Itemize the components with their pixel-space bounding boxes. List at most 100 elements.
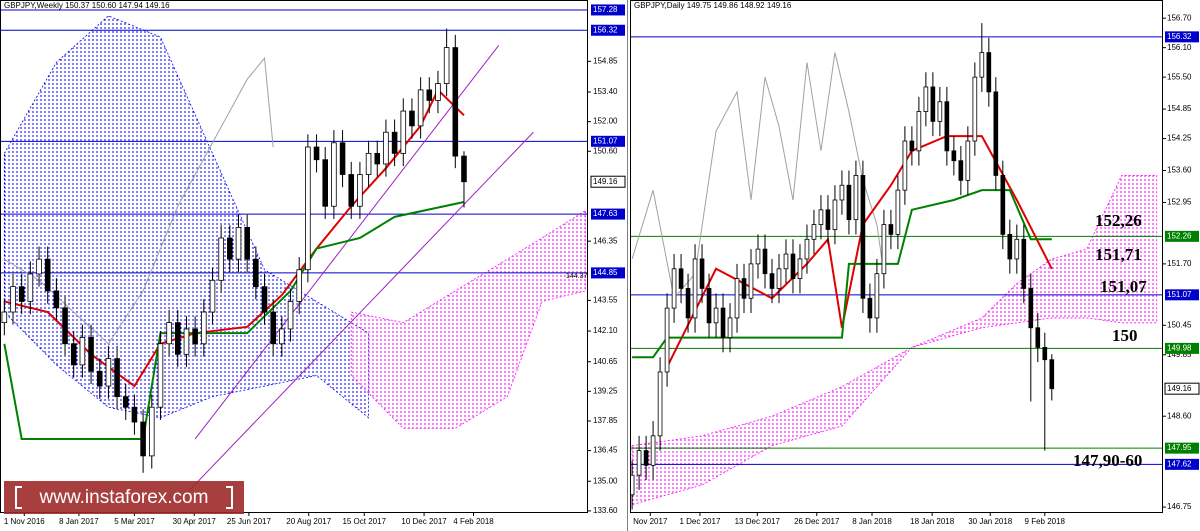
level-annotation: 152,26 xyxy=(1095,211,1142,230)
candle-body xyxy=(748,263,754,299)
level-box xyxy=(591,267,625,279)
candle-body xyxy=(1035,327,1041,348)
level-box xyxy=(1165,458,1199,470)
candle-body xyxy=(391,131,398,154)
x-tick-label: 26 Dec 2017 xyxy=(794,517,840,526)
candle-body xyxy=(727,317,733,338)
candle-body xyxy=(131,406,138,423)
y-tick-label: 153.60 xyxy=(1167,166,1192,175)
candle-body xyxy=(944,101,950,152)
y-tick-label: 150.60 xyxy=(593,146,618,155)
candle-body xyxy=(201,311,207,345)
candle-body xyxy=(105,358,112,387)
candle-body xyxy=(452,47,459,157)
candle-body xyxy=(244,227,250,260)
candle-body xyxy=(157,343,164,408)
candle-body xyxy=(818,209,824,225)
chart-title: GBPJPY,Daily 149.75 149.86 148.92 149.16 xyxy=(634,1,792,10)
candle-body xyxy=(279,328,285,345)
candle-body xyxy=(79,337,86,366)
y-tick-label: 137.85 xyxy=(593,416,618,425)
level-label: 149.98 xyxy=(1167,343,1192,352)
level-label: 156.32 xyxy=(1167,32,1192,41)
x-tick-label: 1 Nov 2016 xyxy=(4,517,45,526)
candle-body xyxy=(930,86,936,122)
candle-body xyxy=(296,269,302,302)
candle-body xyxy=(993,91,999,176)
candle-body xyxy=(965,140,971,181)
x-tick-label: 9 Feb 2018 xyxy=(1025,517,1066,526)
candle-body xyxy=(734,278,740,319)
y-tick-label: 136.45 xyxy=(593,446,618,455)
y-tick-label: 149.85 xyxy=(1167,350,1192,359)
y-tick-label: 154.25 xyxy=(1167,134,1192,143)
candle-body xyxy=(357,174,363,207)
candle-body xyxy=(636,450,642,476)
candle-body xyxy=(62,307,68,345)
level-box xyxy=(591,208,625,220)
x-tick-label: 15 Oct 2017 xyxy=(342,517,386,526)
indicator-line xyxy=(3,201,465,440)
trend-line xyxy=(194,45,500,440)
candle-body xyxy=(881,224,887,275)
candle-body xyxy=(374,152,381,165)
candle-body xyxy=(692,258,698,319)
candle-body xyxy=(657,371,663,437)
y-tick-label: 139.25 xyxy=(593,386,618,395)
candle-body xyxy=(426,89,433,101)
candle-body xyxy=(287,301,294,330)
level-label: 147.95 xyxy=(1167,443,1192,452)
candle-body xyxy=(685,288,691,319)
candle-body xyxy=(755,248,761,265)
candle-body xyxy=(811,224,817,240)
y-tick-label: 154.85 xyxy=(1167,104,1192,113)
candle-body xyxy=(53,290,60,309)
candle-body xyxy=(383,131,389,165)
candle-body xyxy=(339,142,346,175)
candle-body xyxy=(400,110,407,154)
candle-body xyxy=(218,237,224,281)
watermark-bracket xyxy=(226,486,233,509)
candle-body xyxy=(762,248,768,275)
x-tick-label: 1 Dec 2017 xyxy=(679,517,720,526)
y-tick-label: 133.60 xyxy=(593,506,618,515)
y-tick-label: 135.00 xyxy=(593,476,618,485)
candle-body xyxy=(664,307,670,373)
level-label: 151.07 xyxy=(593,136,618,145)
level-label: 157.28 xyxy=(593,5,618,14)
y-tick-label: 146.75 xyxy=(1167,502,1192,511)
x-tick-label: 10 Dec 2017 xyxy=(401,517,447,526)
y-tick-label: 154.85 xyxy=(593,56,618,65)
y-tick-label: 146.35 xyxy=(593,236,618,245)
y-tick-label: 150.45 xyxy=(1167,320,1192,329)
candle-body xyxy=(461,155,467,183)
panel: GBPJPY,Weekly 150.37 150.60 147.94 149.1… xyxy=(0,0,626,526)
candle-body xyxy=(1014,238,1020,260)
x-tick-label: Nov 2017 xyxy=(633,517,668,526)
candle-body xyxy=(678,268,684,289)
y-tick-label: 148.60 xyxy=(1167,411,1192,420)
level-label: 156.32 xyxy=(593,25,618,34)
candle-body xyxy=(923,86,929,112)
candle-body xyxy=(114,358,120,398)
candle-body xyxy=(986,52,992,93)
watermark: www.instaforex.com xyxy=(4,481,244,514)
x-tick-label: 20 Aug 2017 xyxy=(286,517,331,526)
candle-body xyxy=(972,76,978,142)
candle-body xyxy=(1007,233,1013,260)
candle-body xyxy=(209,279,216,313)
candle-body xyxy=(44,258,51,292)
plot-frame xyxy=(630,0,1163,513)
candle-body xyxy=(720,307,726,338)
level-annotation: 150 xyxy=(1112,326,1138,345)
candle-body xyxy=(671,268,677,309)
candle-body xyxy=(235,227,242,260)
y-tick-label: 156.70 xyxy=(1167,13,1192,22)
y-tick-label: 155.50 xyxy=(1167,72,1192,81)
candle-body xyxy=(769,273,775,289)
candle-body xyxy=(888,224,894,235)
panel: GBPJPY,Daily 149.75 149.86 148.92 149.16… xyxy=(630,0,1200,526)
candle-body xyxy=(699,258,705,289)
y-tick-label: 152.00 xyxy=(593,117,618,126)
